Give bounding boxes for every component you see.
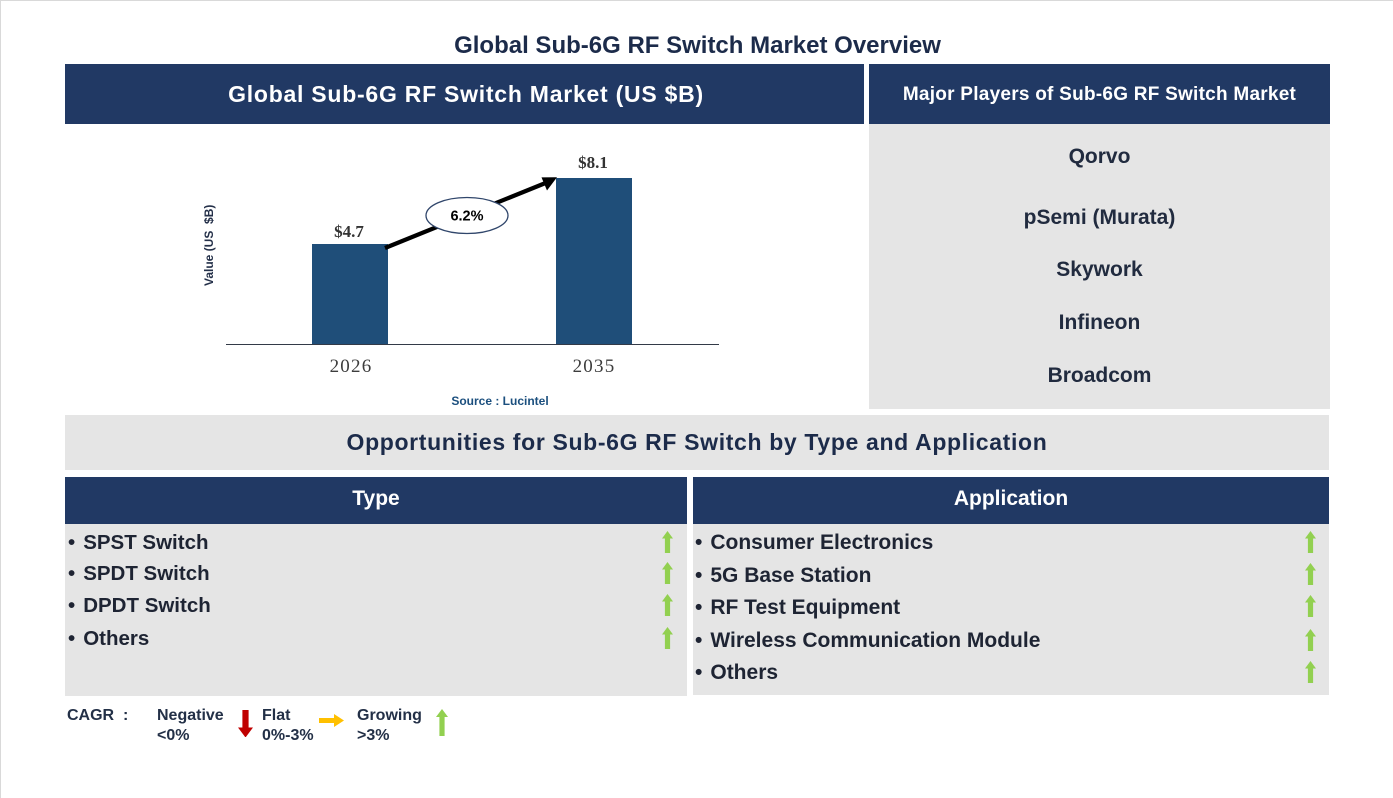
svg-text:6.2%: 6.2%: [450, 209, 483, 225]
